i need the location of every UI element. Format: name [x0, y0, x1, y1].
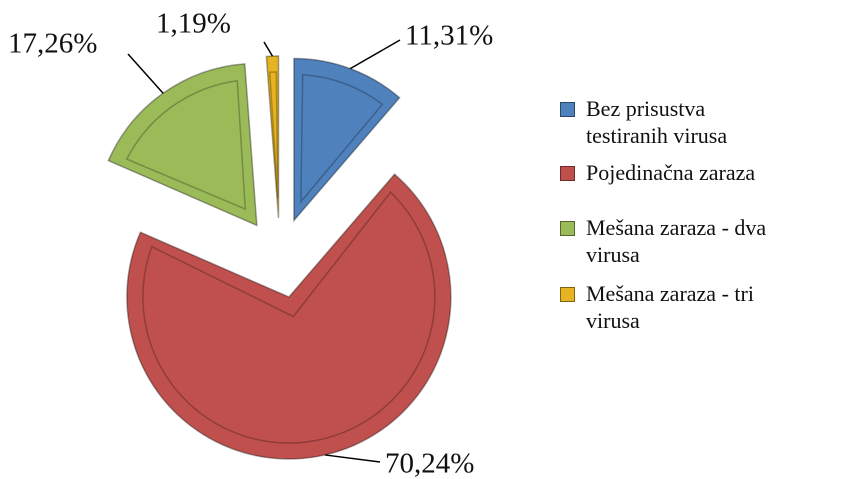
legend-item: Pojedinačna zaraza	[560, 159, 775, 186]
pie-slice	[107, 63, 258, 227]
legend: Bez prisustva testiranih virusa Pojedinač…	[560, 95, 775, 334]
pie-slice	[265, 55, 280, 219]
legend-label: Mešana zaraza - dva virusa	[586, 215, 767, 267]
slice-bevel	[268, 71, 279, 199]
slice-bevel	[125, 79, 247, 211]
legend-item: Bez prisustva testiranih virusa	[560, 95, 775, 149]
value-label: 17,26%	[8, 28, 97, 60]
leader-line	[127, 53, 164, 94]
leader-line	[263, 41, 274, 57]
legend-swatch	[560, 221, 575, 236]
pie-slice	[293, 57, 401, 223]
leader-line	[349, 39, 401, 70]
legend-label: Pojedinačna zaraza	[586, 160, 756, 185]
slice-bevel	[142, 191, 436, 444]
value-label: 70,24%	[385, 448, 474, 479]
legend-item: Mešana zaraza - dva virusa	[560, 214, 775, 268]
leader-line	[324, 454, 381, 463]
legend-swatch	[560, 102, 575, 117]
slice-bevel	[300, 73, 384, 204]
legend-label: Mešana zaraza - tri virusa	[586, 281, 754, 333]
legend-label: Bez prisustva testiranih virusa	[586, 96, 728, 148]
legend-swatch	[560, 166, 575, 181]
value-label: 1,19%	[156, 8, 231, 40]
legend-swatch	[560, 287, 575, 302]
value-label: 11,31%	[405, 20, 493, 52]
pie-slice	[126, 173, 452, 460]
legend-item: Mešana zaraza - tri virusa	[560, 280, 775, 334]
